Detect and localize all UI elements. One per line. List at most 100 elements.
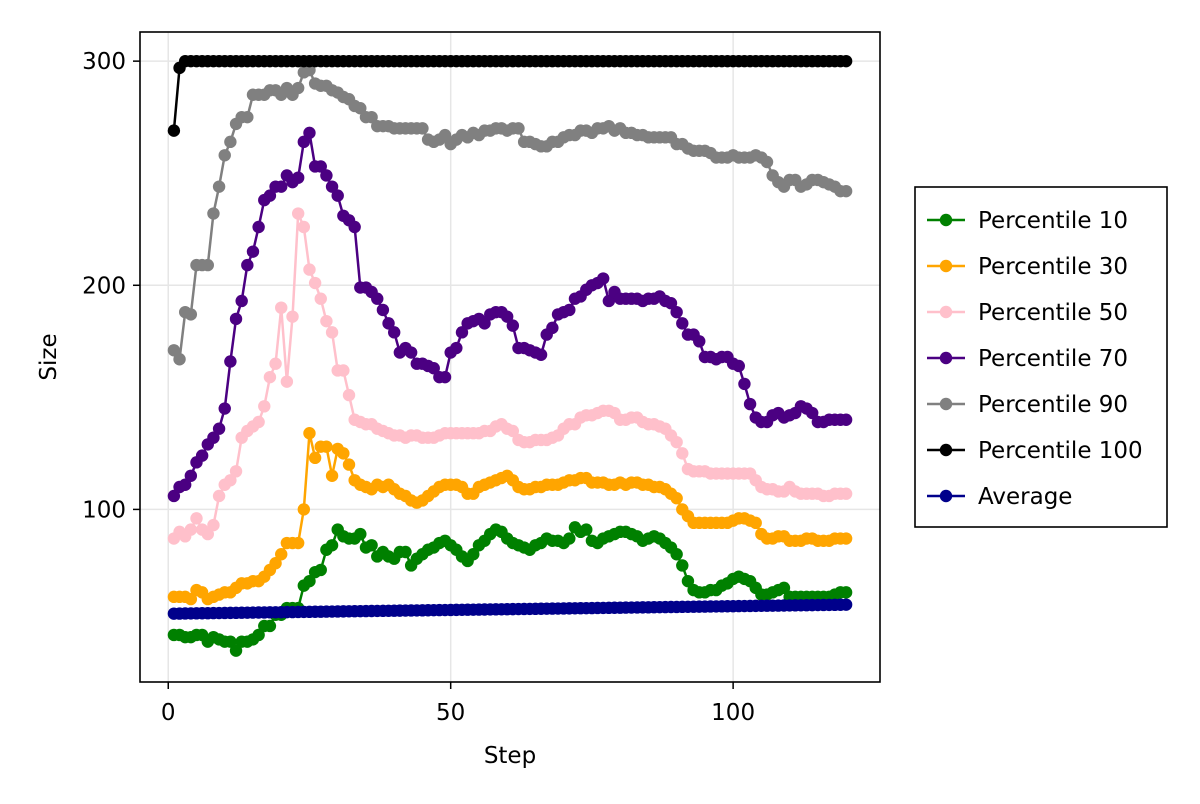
legend-swatch-marker: [939, 213, 953, 227]
data-point: [382, 317, 395, 330]
data-point: [438, 370, 452, 384]
data-point: [229, 644, 243, 657]
data-point: [325, 539, 339, 552]
legend-swatch-marker: [939, 443, 953, 457]
data-point: [681, 574, 695, 588]
data-point: [478, 317, 491, 330]
series-percentile-50: [167, 207, 853, 545]
data-point: [184, 523, 198, 536]
data-point: [184, 469, 198, 482]
data-point: [297, 135, 311, 149]
data-point: [212, 180, 226, 193]
data-point: [320, 314, 333, 328]
data-point: [376, 303, 390, 317]
data-point: [404, 346, 418, 359]
x-axis-title: Step: [484, 743, 536, 769]
data-point: [167, 489, 181, 503]
legend: Percentile 10 Percentile 30 Percentile 50 P…: [914, 186, 1168, 528]
legend-swatch-marker: [939, 351, 953, 365]
data-point: [269, 357, 282, 370]
data-point: [348, 220, 361, 234]
data-point: [252, 628, 265, 642]
data-point: [218, 149, 231, 162]
data-point: [806, 406, 819, 420]
data-point: [839, 413, 853, 426]
data-point: [399, 545, 412, 559]
data-point: [534, 348, 548, 361]
legend-swatch-marker: [939, 305, 953, 319]
data-point: [229, 312, 243, 326]
data-point: [365, 539, 378, 552]
data-point: [207, 431, 220, 444]
x-tick-label: 50: [436, 700, 465, 726]
legend-label: Percentile 70: [978, 346, 1128, 372]
data-point: [839, 532, 853, 545]
data-point: [438, 128, 452, 142]
data-point: [241, 258, 254, 272]
data-point: [371, 292, 384, 305]
data-point: [178, 478, 192, 491]
data-point: [597, 272, 610, 285]
data-point: [670, 548, 683, 561]
data-point: [839, 184, 853, 198]
data-point: [676, 317, 689, 330]
data-point: [207, 518, 220, 532]
data-point: [303, 126, 316, 140]
data-point: [365, 110, 378, 124]
data-point: [749, 516, 762, 530]
data-point: [738, 377, 751, 391]
legend-label: Average: [978, 484, 1072, 510]
data-point: [512, 122, 525, 135]
data-point: [291, 81, 305, 95]
data-point: [320, 440, 333, 453]
data-point: [212, 422, 226, 435]
data-point: [291, 171, 305, 184]
legend-swatch-marker: [939, 397, 953, 411]
data-point: [308, 276, 322, 290]
data-point: [224, 355, 237, 368]
data-point: [387, 326, 401, 339]
data-point: [303, 263, 316, 276]
data-point: [263, 370, 277, 384]
data-point: [190, 512, 203, 525]
data-point: [291, 536, 305, 550]
data-point: [291, 207, 305, 220]
data-point: [670, 435, 683, 449]
legend-label: Percentile 100: [978, 438, 1143, 464]
data-point: [563, 303, 576, 317]
data-point: [280, 375, 294, 388]
data-point: [297, 503, 311, 516]
data-point: [664, 297, 678, 310]
data-point: [777, 581, 791, 595]
data-point: [506, 424, 520, 438]
data-point: [546, 321, 559, 335]
x-tick-label: 100: [711, 700, 755, 726]
axis-ticks: 0 50 100 100 200 300: [82, 49, 755, 726]
data-point: [314, 563, 327, 577]
data-point: [235, 294, 248, 308]
data-point: [670, 305, 683, 319]
series-percentile-30: [167, 427, 853, 606]
data-point: [337, 364, 350, 377]
data-point: [195, 449, 209, 462]
data-point: [580, 523, 593, 536]
data-point: [314, 292, 327, 305]
plot-frame: [139, 31, 881, 683]
data-point: [342, 388, 356, 402]
y-tick-label: 200: [82, 273, 126, 299]
data-point: [839, 598, 853, 611]
data-point: [167, 344, 181, 357]
data-point: [839, 487, 853, 500]
data-point: [275, 301, 288, 314]
data-point: [839, 54, 853, 68]
data-point: [303, 574, 316, 588]
data-point: [354, 102, 367, 115]
data-point: [246, 245, 260, 258]
data-point: [325, 469, 339, 482]
y-tick-label: 100: [82, 497, 126, 523]
data-point: [325, 326, 339, 339]
data-point: [275, 548, 288, 561]
data-point: [303, 427, 316, 440]
data-point: [269, 557, 282, 570]
